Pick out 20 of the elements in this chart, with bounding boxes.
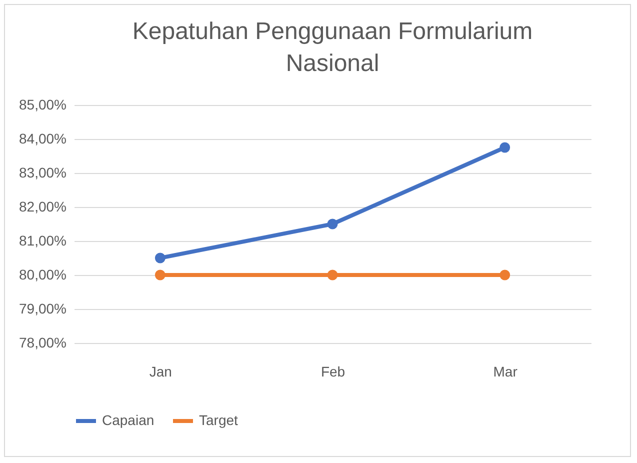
y-tick-label: 82,00% (19, 198, 66, 214)
chart-title: Kepatuhan Penggunaan Formularium Nasional (132, 18, 533, 77)
point (154, 252, 166, 264)
y-tick-label: 85,00% (19, 96, 66, 112)
y-tick-label: 83,00% (19, 164, 66, 180)
legend-label: Capaian (102, 412, 154, 428)
y-tick-label: 84,00% (19, 130, 66, 146)
point (154, 270, 166, 280)
y-tick-label: 79,00% (19, 300, 66, 316)
point (327, 270, 338, 280)
y-tick-label: 81,00% (19, 232, 66, 248)
point (327, 218, 338, 230)
x-tick-label: Feb (320, 364, 346, 380)
x-tick-label: Mar (493, 364, 518, 380)
x-tick-label: Jan (149, 364, 172, 380)
point (500, 270, 510, 280)
y-tick-label: 78,00% (19, 334, 66, 350)
legend-label: Target (199, 412, 238, 428)
y-tick-label: 80,00% (19, 266, 66, 282)
point (500, 142, 510, 153)
